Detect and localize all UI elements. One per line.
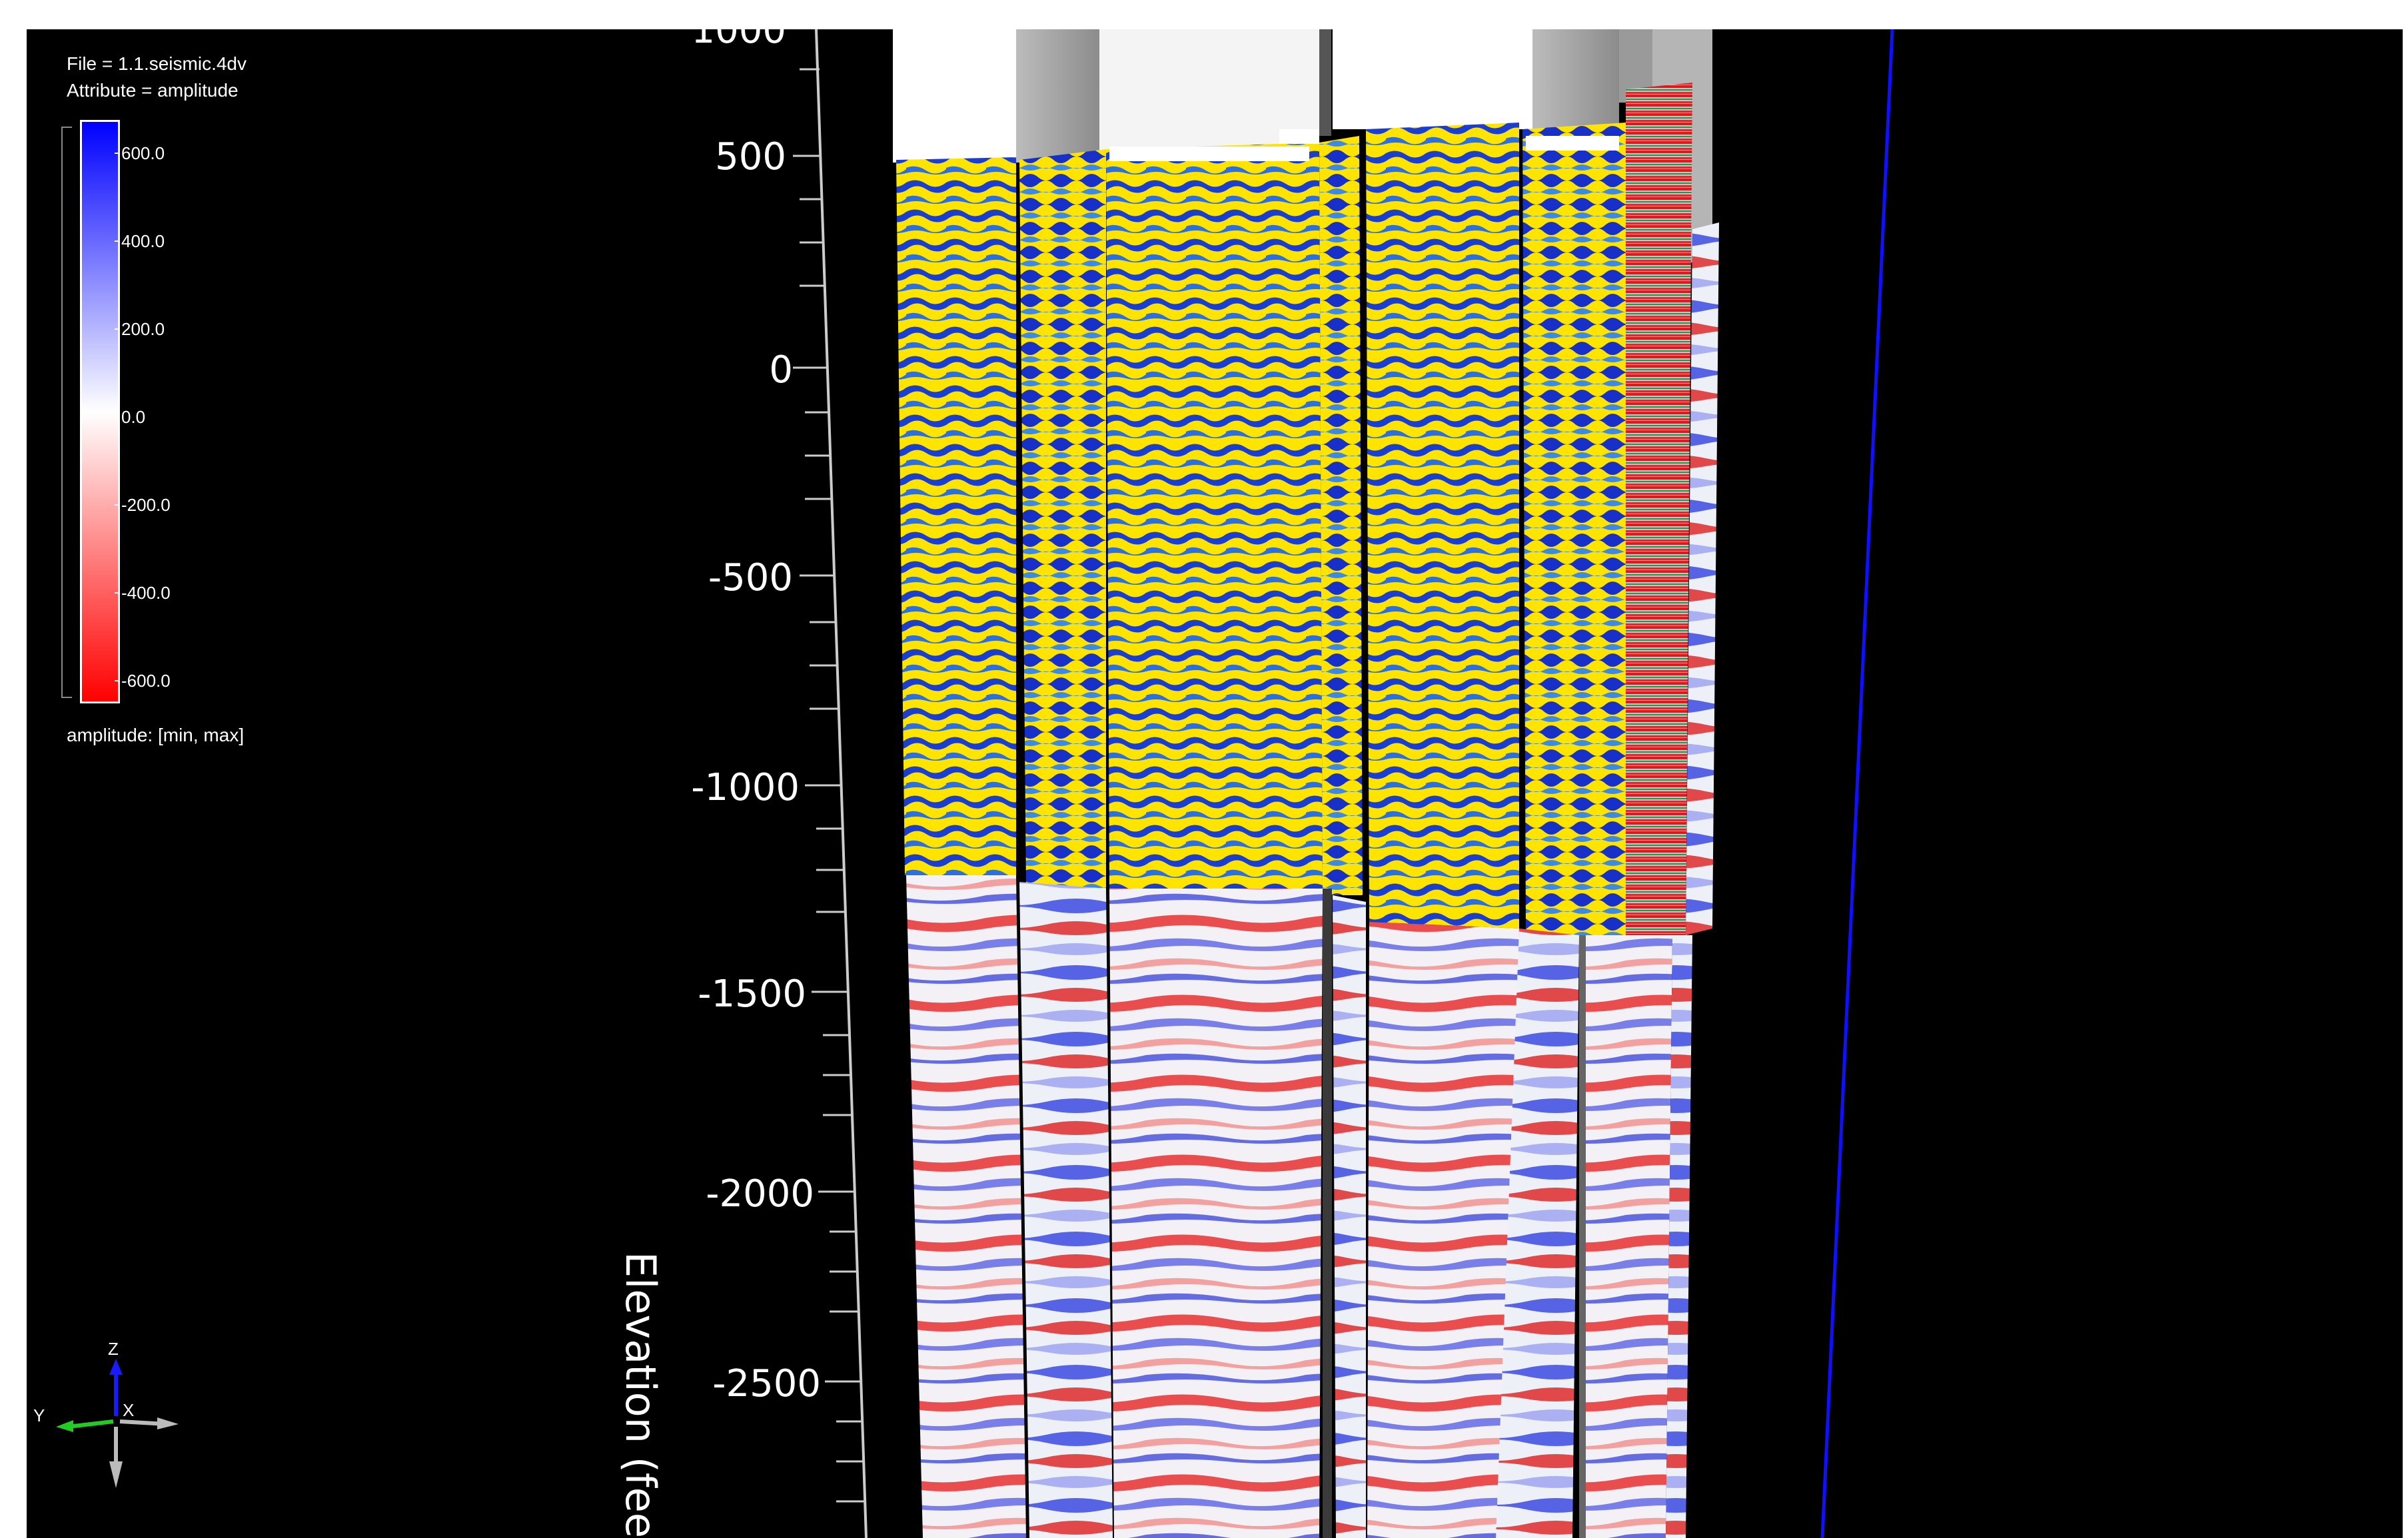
seismic-panel-lower-8 bbox=[1666, 935, 1692, 1538]
panel-top-grey-fin-2 bbox=[1532, 29, 1619, 143]
lower-panel-divider bbox=[1323, 889, 1332, 1538]
x-axis-arrowhead bbox=[157, 1417, 179, 1429]
seismic-panel-upper-4 bbox=[1319, 136, 1363, 895]
seismic-panel-upper-striped bbox=[1626, 83, 1692, 935]
z-axis-label: Z bbox=[108, 1339, 119, 1359]
attribute-label: Attribute = amplitude bbox=[67, 80, 239, 101]
colorbar-tick-minus-600: -600.0 bbox=[115, 671, 171, 691]
elevation-axis-ticks bbox=[793, 68, 865, 1503]
seismic-panel-upper-edge bbox=[1686, 222, 1719, 935]
elevation-tick-label-minus-1000: -1000 bbox=[691, 766, 800, 809]
3d-viewport[interactable]: 1000 500 0 -500 -1000 -1500 -2000 -2500 … bbox=[27, 29, 2403, 1538]
elevation-tick-label-minus-500: -500 bbox=[708, 556, 793, 599]
elevation-tick-label-0: 0 bbox=[769, 348, 793, 392]
colorbar-bracket bbox=[61, 127, 72, 698]
seismic-panel-upper-5 bbox=[1366, 123, 1519, 929]
colorbar-tick-0: 0.0 bbox=[114, 407, 146, 427]
colorbar-tick-minus-400: -400.0 bbox=[115, 583, 171, 603]
seismic-panel-lower-2 bbox=[1019, 882, 1113, 1538]
y-axis-arrowhead bbox=[56, 1420, 73, 1432]
seismic-scene[interactable]: 1000 500 0 -500 -1000 -1500 -2000 -2500 … bbox=[27, 29, 2403, 1538]
colorbar-tick-minus-200: -200.0 bbox=[115, 495, 171, 515]
elevation-tick-label-1000: 1000 bbox=[691, 29, 786, 52]
elevation-axis-line bbox=[815, 29, 868, 1538]
colorbar-tick-600: 600.0 bbox=[114, 143, 165, 163]
elevation-axis-title: Elevation (feet) bbox=[616, 1252, 665, 1538]
colorbar-tick-400: 400.0 bbox=[114, 231, 165, 251]
seismic-panel-lower-4 bbox=[1333, 895, 1366, 1538]
well-trajectory-line bbox=[1820, 29, 1894, 1538]
file-label: File = 1.1.seismic.4dv bbox=[67, 53, 247, 74]
seismic-panel-lower-1 bbox=[906, 875, 1026, 1538]
z-axis-negative-head bbox=[109, 1461, 123, 1488]
panel-label-strip-2 bbox=[1279, 129, 1319, 144]
seismic-panel-lower-7 bbox=[1586, 935, 1672, 1538]
amplitude-colorbar[interactable] bbox=[80, 120, 120, 703]
seismic-panel-upper-6 bbox=[1522, 123, 1626, 935]
seismic-panel-upper-2 bbox=[1019, 149, 1106, 889]
x-axis-label: X bbox=[123, 1400, 134, 1420]
orientation-triad[interactable]: Z Y X bbox=[33, 1339, 179, 1488]
panel-top-dark-edge bbox=[1319, 29, 1331, 136]
amplitude-range-label: amplitude: [min, max] bbox=[67, 725, 245, 745]
colorbar-tick-200: 200.0 bbox=[114, 319, 165, 339]
y-axis-label: Y bbox=[33, 1405, 45, 1425]
seismic-panel-upper-3 bbox=[1106, 143, 1323, 889]
seismic-panel-upper-1 bbox=[896, 157, 1016, 875]
panel-label-strip-1 bbox=[1109, 147, 1309, 161]
seismic-panel-lower-3 bbox=[1109, 889, 1323, 1538]
z-axis-arrowhead bbox=[109, 1359, 123, 1375]
seismic-panel-lower-6 bbox=[1496, 929, 1579, 1538]
elevation-tick-label-500: 500 bbox=[715, 135, 786, 179]
elevation-tick-label-minus-2500: -2500 bbox=[712, 1362, 821, 1405]
panel-label-strip-4 bbox=[1526, 136, 1619, 151]
elevation-tick-label-minus-2000: -2000 bbox=[706, 1172, 814, 1216]
y-axis-arrow bbox=[67, 1419, 114, 1429]
lower-panel-divider-2 bbox=[1579, 935, 1586, 1538]
seismic-panel-lower-5 bbox=[1367, 922, 1519, 1538]
panel-label-strip-3 bbox=[1379, 104, 1512, 117]
elevation-tick-label-minus-1500: -1500 bbox=[698, 972, 806, 1016]
panel-top-grey-fin bbox=[1016, 29, 1099, 163]
